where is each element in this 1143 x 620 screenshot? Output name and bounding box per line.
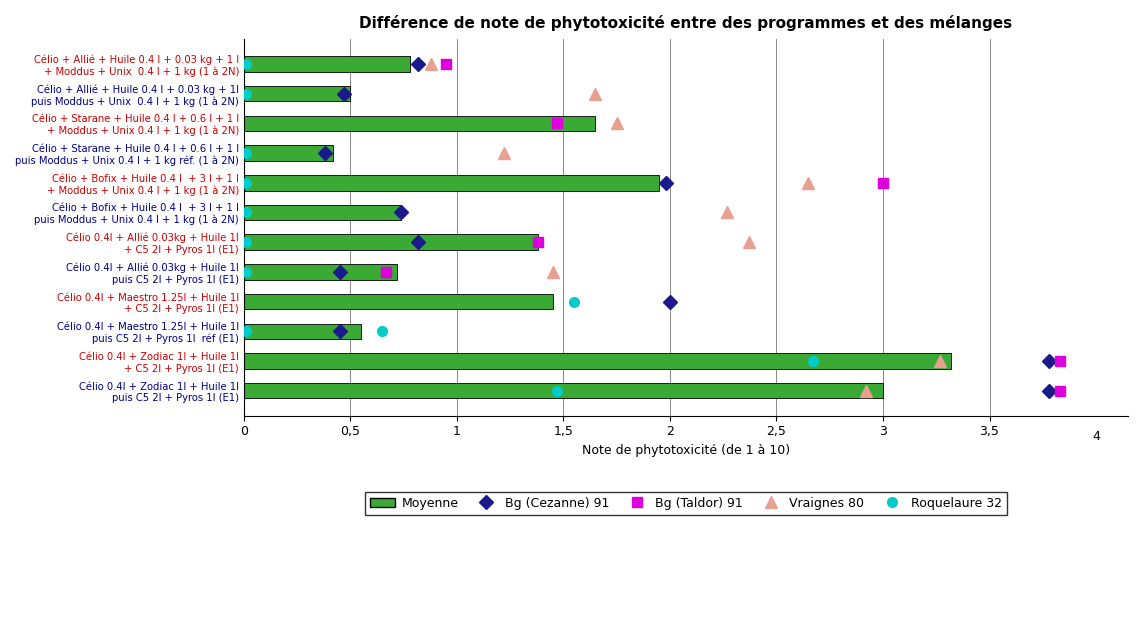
Bar (243, 264, 397, 280)
Bar (243, 116, 596, 131)
Bar (243, 175, 660, 190)
Bar (243, 383, 882, 399)
Bar (243, 56, 410, 72)
Text: 4: 4 (1092, 430, 1100, 443)
Title: Différence de note de phytotoxicité entre des programmes et des mélanges: Différence de note de phytotoxicité entr… (359, 15, 1013, 31)
Bar (243, 205, 401, 220)
Bar (243, 145, 334, 161)
Bar (243, 353, 951, 369)
Bar (243, 86, 350, 102)
X-axis label: Note de phytotoxicité (de 1 à 10): Note de phytotoxicité (de 1 à 10) (582, 444, 790, 457)
Bar (243, 234, 537, 250)
Bar (243, 294, 553, 309)
Bar (243, 324, 361, 339)
Legend: Moyenne, Bg (Cezanne) 91, Bg (Taldor) 91, Vraignes 80, Roquelaure 32: Moyenne, Bg (Cezanne) 91, Bg (Taldor) 91… (365, 492, 1007, 515)
